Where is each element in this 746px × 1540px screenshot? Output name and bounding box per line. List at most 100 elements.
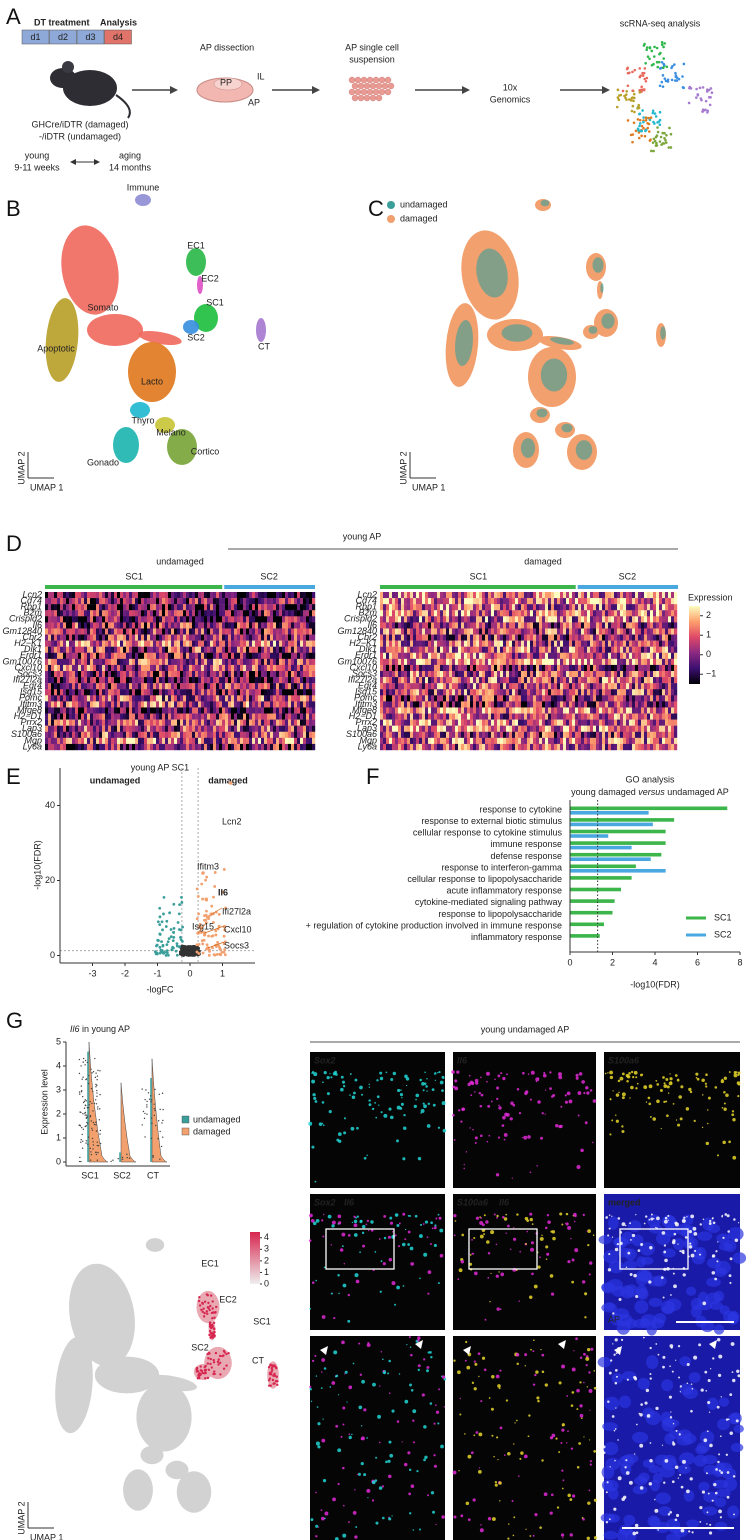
heatmap-cell bbox=[593, 701, 597, 708]
heatmap-cell bbox=[123, 719, 127, 726]
heatmap-cell bbox=[494, 695, 498, 702]
heatmap-cell bbox=[132, 731, 136, 739]
heatmap-cell bbox=[84, 677, 88, 684]
heatmap-cell bbox=[626, 707, 630, 714]
heatmap-cell bbox=[93, 713, 97, 720]
heatmap-cell bbox=[96, 592, 100, 599]
heatmap-cell bbox=[306, 646, 310, 653]
heatmap-cell bbox=[614, 664, 618, 672]
umap-dot bbox=[636, 107, 639, 110]
heatmap-cell bbox=[255, 610, 259, 617]
heatmap-cell bbox=[234, 713, 238, 720]
heatmap-cell bbox=[231, 707, 235, 714]
heatmap-cell bbox=[383, 695, 387, 702]
heatmap-cell bbox=[162, 598, 166, 605]
heatmap-cell bbox=[60, 646, 64, 653]
heatmap-cell bbox=[183, 604, 187, 611]
heatmap-cell bbox=[255, 701, 259, 708]
heatmap-cell bbox=[464, 652, 468, 660]
heatmap-cell bbox=[171, 634, 175, 641]
heatmap-cell bbox=[653, 689, 657, 696]
heatmap-cell bbox=[506, 622, 510, 629]
heatmap-cell bbox=[255, 616, 259, 623]
heatmap-cell bbox=[264, 707, 268, 714]
heatmap-cell bbox=[566, 695, 570, 702]
heatmap-cell bbox=[542, 719, 546, 726]
heatmap-cell bbox=[443, 719, 447, 726]
heatmap-cell bbox=[452, 616, 456, 623]
heatmap-cell bbox=[467, 604, 471, 611]
heatmap-cell bbox=[186, 707, 190, 714]
umap-cluster bbox=[256, 318, 266, 342]
heatmap-cell bbox=[539, 622, 543, 629]
heatmap-cell bbox=[674, 598, 678, 605]
heatmap-cell bbox=[228, 707, 232, 714]
heatmap-cell bbox=[518, 725, 522, 732]
heatmap-cell bbox=[201, 725, 205, 732]
heatmap-cell bbox=[404, 701, 408, 708]
heatmap-cell bbox=[605, 640, 609, 647]
heatmap-cell bbox=[557, 695, 561, 702]
heatmap-cell bbox=[258, 640, 262, 647]
heatmap-cell bbox=[93, 598, 97, 605]
heatmap-cell bbox=[587, 628, 591, 635]
heatmap-cell bbox=[129, 664, 133, 672]
heatmap-cell bbox=[608, 671, 612, 678]
heatmap-cell bbox=[192, 628, 196, 635]
gene-label: Cxcl10 bbox=[14, 662, 42, 672]
heatmap-cell bbox=[132, 622, 136, 629]
umap-dot bbox=[656, 121, 659, 124]
heatmap-cell bbox=[90, 604, 94, 611]
heatmap-cell bbox=[443, 664, 447, 672]
heatmap-cell bbox=[623, 592, 627, 599]
heatmap-cell bbox=[249, 598, 253, 605]
heatmap-cell bbox=[201, 628, 205, 635]
heatmap-cell bbox=[503, 616, 507, 623]
heatmap-cell bbox=[641, 695, 645, 702]
heatmap-cell bbox=[614, 677, 618, 684]
heatmap-cell bbox=[611, 640, 615, 647]
heatmap-cell bbox=[300, 592, 304, 599]
heatmap-cell bbox=[443, 689, 447, 696]
heatmap-cell bbox=[479, 677, 483, 684]
heatmap-cell bbox=[207, 616, 211, 623]
heatmap-cell bbox=[476, 598, 480, 605]
heatmap-cell bbox=[548, 652, 552, 660]
heatmap-cell bbox=[228, 610, 232, 617]
heatmap-cell bbox=[491, 604, 495, 611]
heatmap-cell bbox=[138, 616, 142, 623]
heatmap-cell bbox=[243, 713, 247, 720]
umap-dot bbox=[640, 85, 643, 89]
heatmap-cell bbox=[150, 689, 154, 696]
heatmap-cell bbox=[156, 701, 160, 708]
heatmap-cell bbox=[380, 622, 384, 629]
heatmap-cell bbox=[162, 737, 166, 745]
heatmap-cell bbox=[473, 677, 477, 684]
heatmap-cell bbox=[114, 622, 118, 629]
heatmap-cell bbox=[75, 743, 79, 751]
heatmap-cell bbox=[488, 689, 492, 696]
heatmap-cell bbox=[467, 677, 471, 684]
heatmap-cell bbox=[183, 701, 187, 708]
heatmap-cell bbox=[458, 592, 462, 599]
heatmap-cell bbox=[494, 677, 498, 684]
heatmap-cell bbox=[416, 598, 420, 605]
heatmap-cell bbox=[96, 622, 100, 629]
heatmap-cell bbox=[518, 598, 522, 605]
heatmap-cell bbox=[171, 658, 175, 666]
heatmap-cell bbox=[578, 683, 582, 690]
heatmap-cell bbox=[509, 592, 513, 599]
heatmap-cell bbox=[524, 683, 528, 690]
heatmap-cell bbox=[123, 652, 127, 660]
heatmap-cell bbox=[518, 713, 522, 720]
heatmap-cell bbox=[419, 604, 423, 611]
heatmap-cell bbox=[632, 713, 636, 720]
heatmap-cell bbox=[530, 598, 534, 605]
heatmap-cell bbox=[201, 652, 205, 660]
heatmap-cell bbox=[66, 640, 70, 647]
heatmap-cell bbox=[90, 731, 94, 739]
heatmap-cell bbox=[629, 689, 633, 696]
heatmap-cell bbox=[93, 640, 97, 647]
heatmap-cell bbox=[629, 604, 633, 611]
heatmap-cell bbox=[168, 713, 172, 720]
